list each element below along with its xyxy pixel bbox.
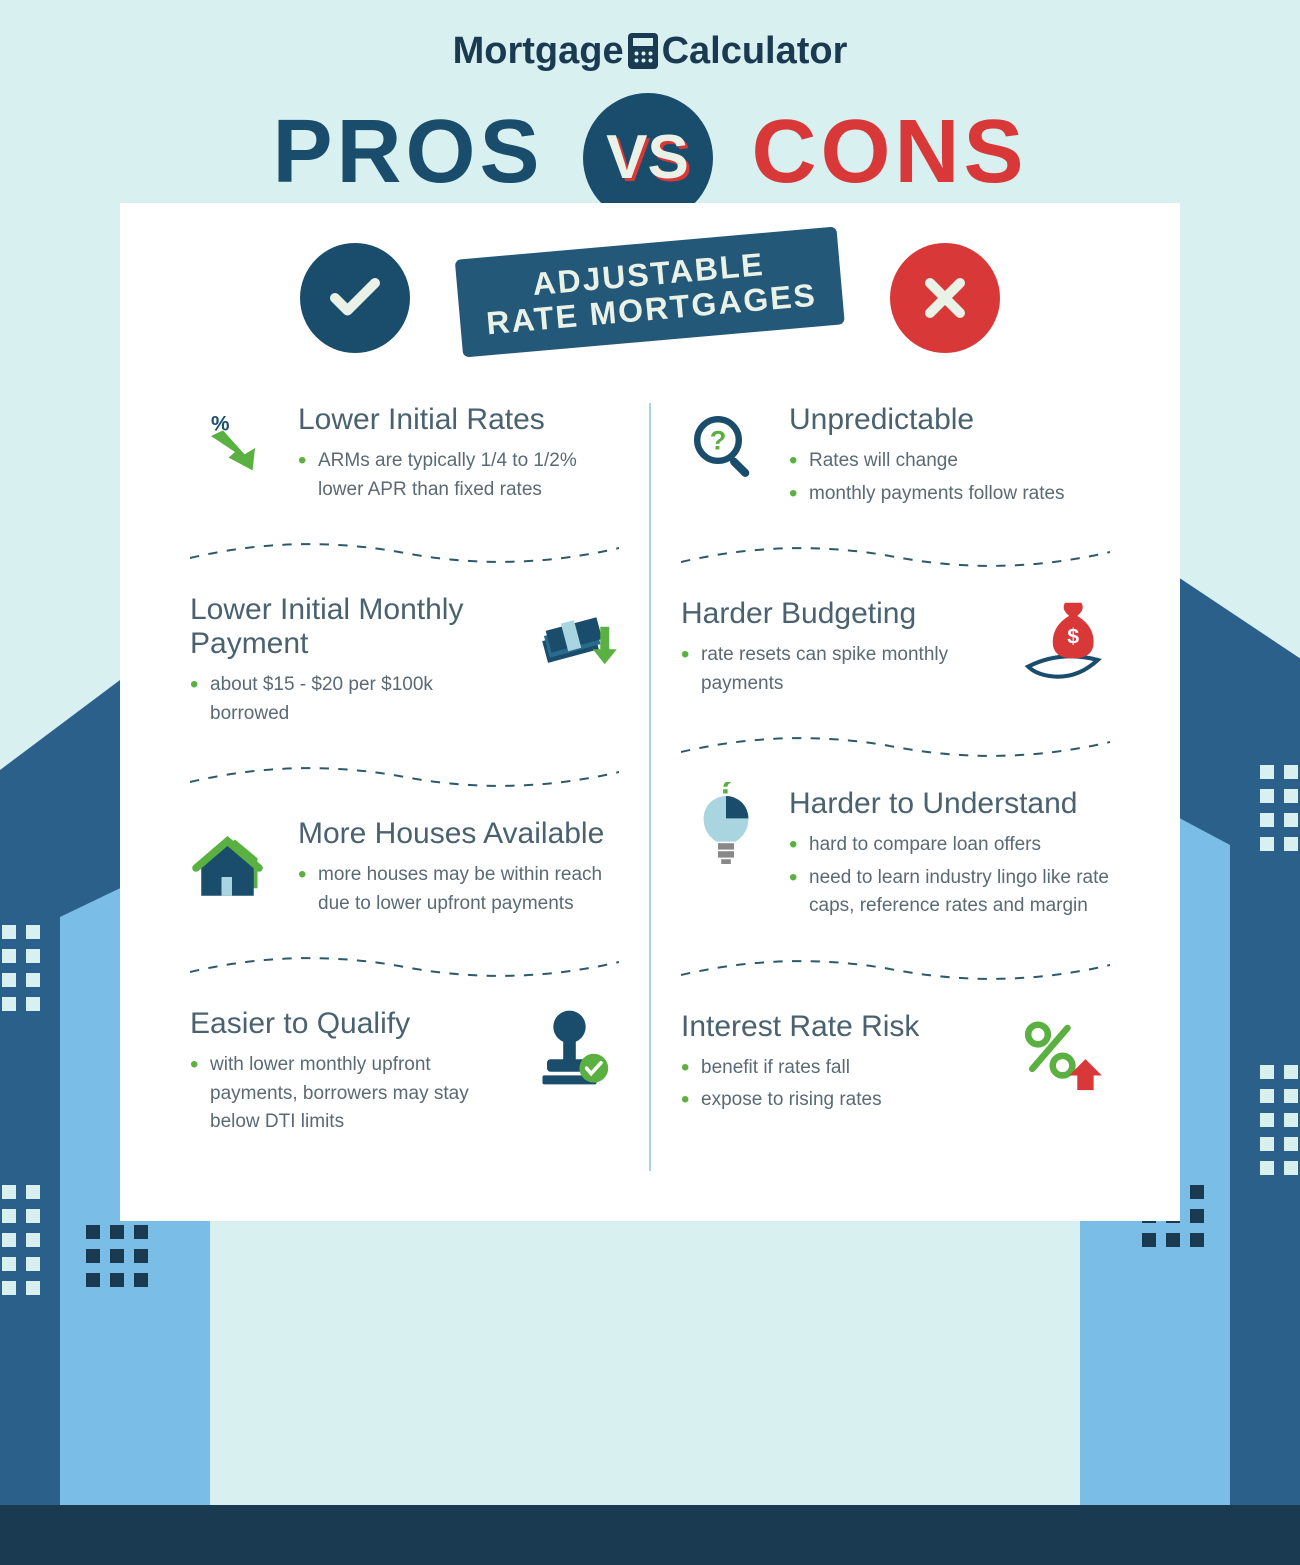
bullet: about $15 - $20 per $100k borrowed [190, 671, 511, 728]
logo: Mortgage Calculator [0, 0, 1300, 73]
topic-banner: ADJUSTABLE RATE MORTGAGES [455, 226, 846, 357]
wave-divider [190, 538, 619, 568]
pros-item: More Houses Available more houses may be … [190, 817, 619, 922]
bulb-question-icon: ? [681, 787, 771, 877]
cons-item: ? Harder to Understand hard to compare lo… [681, 787, 1110, 925]
item-bullets: benefit if rates fall expose to rising ra… [681, 1054, 1002, 1115]
magnify-question-icon: ? [681, 403, 771, 493]
rate-down-icon: % [190, 403, 280, 493]
item-bullets: hard to compare loan offers need to learn… [789, 831, 1110, 921]
wave-divider [681, 955, 1110, 985]
svg-text:?: ? [710, 425, 727, 456]
item-bullets: with lower monthly upfront payments, bor… [190, 1051, 511, 1137]
pros-label: PROS [272, 102, 543, 202]
cons-item: Interest Rate Risk benefit if rates fall e… [681, 1010, 1110, 1119]
calculator-icon [628, 33, 658, 69]
cons-item: ? Unpredictable Rates will change monthly … [681, 403, 1110, 512]
pros-item: % Lower Initial Rates ARMs are typically … [190, 403, 619, 508]
item-title: Interest Rate Risk [681, 1010, 1002, 1044]
item-title: Lower Initial Rates [298, 403, 619, 437]
percent-up-icon [1020, 1010, 1110, 1100]
bullet: more houses may be within reach due to l… [298, 861, 619, 918]
pros-column: % Lower Initial Rates ARMs are typically … [160, 403, 649, 1171]
bullet: need to learn industry lingo like rate c… [789, 864, 1110, 921]
item-title: Easier to Qualify [190, 1007, 511, 1041]
wave-divider [681, 542, 1110, 572]
cash-down-icon [529, 593, 619, 683]
item-bullets: rate resets can spike monthly payments [681, 641, 1002, 698]
bullet: hard to compare loan offers [789, 831, 1110, 860]
cons-label: CONS [752, 102, 1028, 202]
bullet: expose to rising rates [681, 1086, 1002, 1115]
bullet: rate resets can spike monthly payments [681, 641, 1002, 698]
item-bullets: Rates will change monthly payments follow… [789, 447, 1110, 508]
cons-column: ? Unpredictable Rates will change monthly … [651, 403, 1140, 1171]
x-circle-icon [890, 243, 1000, 353]
item-title: Unpredictable [789, 403, 1110, 437]
footer-band [0, 1505, 1300, 1565]
logo-text-2: Calculator [662, 30, 848, 72]
wave-divider [190, 762, 619, 792]
svg-text:?: ? [716, 782, 736, 801]
item-title: Lower Initial Monthly Payment [190, 593, 511, 661]
svg-text:$: $ [1067, 625, 1079, 649]
bullet: benefit if rates fall [681, 1054, 1002, 1083]
cons-item: $ Harder Budgeting rate resets can spike … [681, 597, 1110, 702]
stamp-icon [529, 1007, 619, 1097]
bullet: ARMs are typically 1/4 to 1/2% lower APR… [298, 447, 619, 504]
money-bag-icon: $ [1020, 597, 1110, 687]
content-card: ADJUSTABLE RATE MORTGAGES % Lower Initia… [120, 203, 1180, 1221]
bullet: Rates will change [789, 447, 1110, 476]
item-title: More Houses Available [298, 817, 619, 851]
item-title: Harder to Understand [789, 787, 1110, 821]
pros-item: Lower Initial Monthly Payment about $15 -… [190, 593, 619, 732]
houses-icon [190, 817, 280, 907]
columns: % Lower Initial Rates ARMs are typically … [120, 353, 1180, 1171]
pros-item: Easier to Qualify with lower monthly upfr… [190, 1007, 619, 1141]
item-bullets: ARMs are typically 1/4 to 1/2% lower APR… [298, 447, 619, 504]
wave-divider [681, 732, 1110, 762]
bullet: with lower monthly upfront payments, bor… [190, 1051, 511, 1137]
wave-divider [190, 952, 619, 982]
item-bullets: about $15 - $20 per $100k borrowed [190, 671, 511, 728]
logo-text-1: Mortgage [453, 30, 624, 72]
bullet: monthly payments follow rates [789, 480, 1110, 509]
check-circle-icon [300, 243, 410, 353]
item-title: Harder Budgeting [681, 597, 1002, 631]
item-bullets: more houses may be within reach due to l… [298, 861, 619, 918]
